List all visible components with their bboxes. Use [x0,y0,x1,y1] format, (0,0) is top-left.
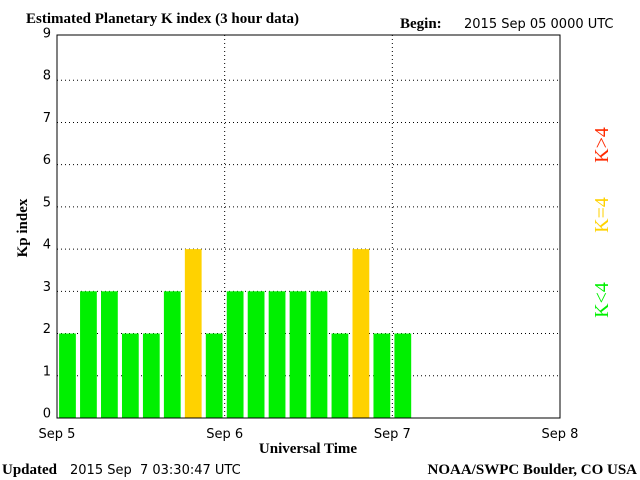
y-tick-label: 4 [43,238,51,253]
begin-date: 2015 Sep 05 0000 UTC [464,17,614,32]
y-tick-label: 7 [43,111,51,126]
y-axis-label: Kp index [15,198,31,257]
y-tick-label: 9 [43,27,51,42]
bar [247,291,265,418]
x-axis-label: Universal Time [259,441,358,457]
x-tick-label: Sep 5 [39,427,76,442]
chart-title: Estimated Planetary K index (3 hour data… [26,11,299,27]
y-tick-label: 6 [43,153,51,168]
bar [268,291,286,418]
source: NOAA/SWPC Boulder, CO USA [428,462,638,478]
legend-entry: K>4 [591,127,613,163]
bar [205,333,223,418]
x-tick-label: Sep 7 [374,427,411,442]
x-tick-label: Sep 6 [206,427,243,442]
bar [352,249,370,418]
x-tick-label: Sep 8 [542,427,579,442]
updated-time: 2015 Sep 7 03:30:47 UTC [70,463,241,478]
bar [184,249,202,418]
legend-entry: K=4 [591,197,613,233]
y-tick-label: 5 [43,195,51,210]
bar [142,333,160,418]
bar [289,291,307,418]
updated-label: Updated [2,462,58,478]
plot-frame [56,34,561,419]
bar [59,333,76,418]
y-tick-label: 2 [43,322,51,337]
bar [373,333,391,418]
legend-entry: K<4 [591,282,613,318]
y-tick-label: 8 [43,69,51,84]
bar [121,333,139,418]
bar [80,291,97,418]
y-tick-label: 3 [43,280,51,295]
bar [163,291,181,418]
bar [331,333,349,418]
bar [101,291,118,418]
begin-label: Begin: [400,16,442,32]
bar [226,291,244,418]
y-tick-label: 1 [43,364,51,379]
bar [310,291,328,418]
y-tick-label: 0 [43,407,51,422]
bar [394,333,412,418]
